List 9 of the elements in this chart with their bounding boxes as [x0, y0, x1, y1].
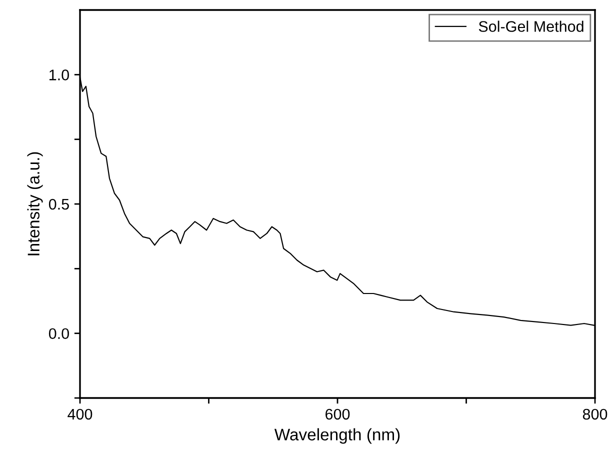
- legend-label: Sol-Gel Method: [478, 20, 584, 32]
- y-tick-label: 1.0: [50, 70, 69, 80]
- x-tick-label: 800: [582, 408, 608, 420]
- y-tick-label: 0.5: [48, 198, 69, 210]
- x-tick-label: 600: [326, 408, 350, 420]
- y-tick-label: 0.0: [48, 328, 69, 340]
- x-axis-title: Wavelength (nm): [274, 428, 400, 444]
- y-axis-title: Intensity (a.u.): [27, 152, 43, 256]
- x-tick-label: 400: [68, 408, 92, 420]
